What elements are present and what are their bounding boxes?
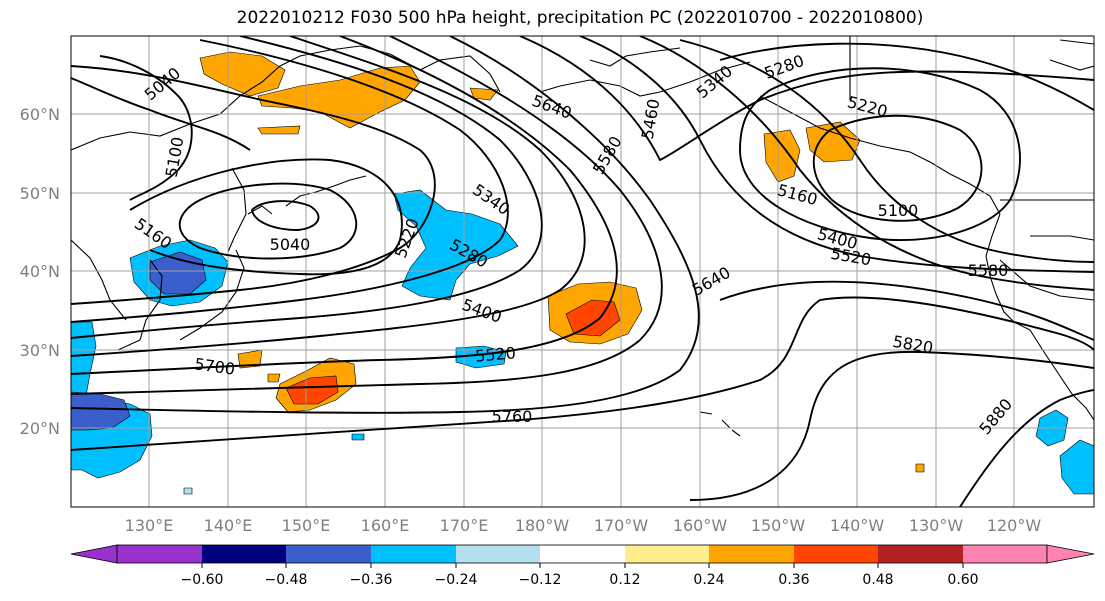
- contour-label-5520: 5520: [474, 343, 516, 365]
- colorbar-cell: [202, 545, 286, 563]
- colorbar-label-p060: 0.60: [947, 572, 978, 588]
- lon-label-150e: 150°E: [282, 516, 331, 535]
- contour-label-5100: 5100: [162, 135, 188, 178]
- contour-label-5220: 5220: [391, 216, 423, 261]
- colorbar-extend-low: [70, 544, 118, 564]
- lon-label-160e: 160°E: [361, 516, 410, 535]
- contour-label-5460: 5460: [638, 97, 664, 140]
- contour-label-5100-b: 5100: [878, 201, 919, 220]
- colorbar-label-m036: −0.36: [350, 572, 393, 588]
- graticule: [71, 36, 1094, 507]
- contour-label-5760: 5760: [492, 407, 533, 426]
- contour-label-5520-b: 5520: [829, 244, 872, 270]
- lon-label-130w: 130°W: [909, 516, 964, 535]
- contour-labels: 5040 5100 5160 5040 5220 5280 5340 5400 …: [131, 51, 1016, 438]
- colorbar-label-m012: −0.12: [519, 572, 562, 588]
- colorbar-cell: [963, 545, 1047, 563]
- colorbar: −0.60 −0.48 −0.36 −0.24 −0.12 0.12 0.24 …: [70, 544, 1095, 588]
- lat-label-60n: 60°N: [20, 105, 60, 124]
- lon-label-130e: 130°E: [125, 516, 174, 535]
- contour-label-5340: 5340: [469, 180, 513, 219]
- colorbar-label-p024: 0.24: [693, 572, 724, 588]
- contour-label-5640-b: 5640: [689, 263, 734, 300]
- colorbar-label-p036: 0.36: [778, 572, 809, 588]
- map-title: 2022010212 F030 500 hPa height, precipit…: [236, 8, 924, 28]
- contour-label-5040: 5040: [141, 63, 184, 104]
- lat-label-50n: 50°N: [20, 184, 60, 203]
- colorbar-label-m048: −0.48: [265, 572, 308, 588]
- lon-label-150w: 150°W: [751, 516, 806, 535]
- map-frame: [70, 35, 1095, 508]
- colorbar-cell: [794, 545, 878, 563]
- colorbar-label-p048: 0.48: [862, 572, 893, 588]
- lon-label-160w: 160°W: [673, 516, 728, 535]
- colorbar-label-m060: −0.60: [181, 572, 224, 588]
- colorbar-cells: [116, 544, 1048, 564]
- contour-label-5820: 5820: [891, 332, 934, 358]
- negative-precip-areas: [71, 189, 1094, 495]
- colorbar-cell: [117, 545, 202, 563]
- lon-label-170w: 170°W: [594, 516, 649, 535]
- lat-label-40n: 40°N: [20, 262, 60, 281]
- lon-label-120w: 120°W: [987, 516, 1042, 535]
- contour-label-5400: 5400: [460, 295, 505, 327]
- contour-label-5220-b: 5220: [845, 92, 889, 121]
- colorbar-cell: [540, 545, 625, 563]
- colorbar-cell: [371, 545, 456, 563]
- contour-label-5580-b: 5580: [968, 261, 1009, 280]
- contour-label-5880: 5880: [975, 395, 1016, 438]
- colorbar-cell: [709, 545, 794, 563]
- longitude-labels: 130°E 140°E 150°E 160°E 170°E 180°W 170°…: [125, 516, 1042, 535]
- colorbar-cell: [625, 545, 709, 563]
- colorbar-label-p012: 0.12: [609, 572, 640, 588]
- lon-label-170e: 170°E: [440, 516, 489, 535]
- colorbar-ticks: [201, 563, 964, 568]
- height-contours: [71, 36, 1094, 507]
- colorbar-cell: [878, 545, 963, 563]
- contour-label-5580-a: 5580: [589, 133, 626, 178]
- lat-label-20n: 20°N: [20, 419, 60, 438]
- colorbar-extend-high: [1046, 544, 1095, 564]
- positive-precip-areas: [199, 51, 925, 473]
- lat-label-30n: 30°N: [20, 341, 60, 360]
- lon-label-180w: 180°W: [515, 516, 570, 535]
- colorbar-label-m024: −0.24: [435, 572, 478, 588]
- contour-label-5040-b: 5040: [270, 235, 311, 254]
- lon-label-140w: 140°W: [830, 516, 885, 535]
- precipitation-shading: [71, 51, 1094, 495]
- colorbar-tick-labels: −0.60 −0.48 −0.36 −0.24 −0.12 0.12 0.24 …: [181, 572, 979, 588]
- latitude-labels: 60°N 50°N 40°N 30°N 20°N: [20, 105, 60, 438]
- colorbar-cell: [286, 545, 371, 563]
- colorbar-cell: [456, 545, 540, 563]
- contour-label-5700: 5700: [193, 354, 236, 378]
- lon-label-140e: 140°E: [204, 516, 253, 535]
